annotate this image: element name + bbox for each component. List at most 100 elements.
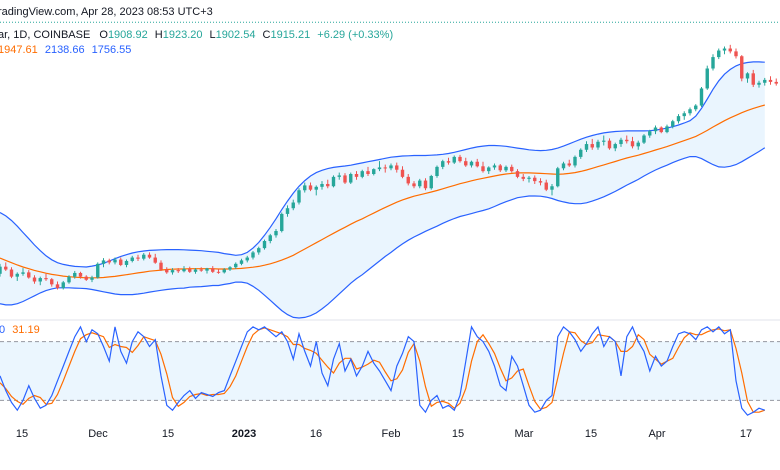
candle (291, 199, 295, 211)
candle-body (435, 166, 439, 176)
stoch-k-value: 0 (0, 324, 5, 336)
candle (297, 188, 301, 205)
candle-body (211, 268, 215, 272)
svg-text:0 31.19: 0 31.19 (0, 324, 40, 336)
stochastic-k-line (0, 325, 765, 416)
candle (676, 114, 681, 124)
candle (429, 174, 433, 190)
candle (331, 175, 336, 188)
candle-body (429, 175, 433, 189)
candle-body (38, 278, 42, 282)
candle (96, 262, 100, 279)
candle (740, 55, 744, 82)
candle-body (274, 231, 278, 236)
candle (239, 258, 244, 266)
candle-body (216, 271, 221, 273)
candle (498, 164, 502, 173)
candle-body (372, 169, 376, 174)
candle (774, 78, 778, 86)
stochastic-d-line (0, 327, 765, 413)
candle (659, 126, 663, 134)
time-axis[interactable]: 15 Dec 15 2023 16 Feb 15 Mar 15 Apr 17 (16, 428, 752, 440)
stochastic-pane[interactable] (0, 325, 780, 416)
candle-body (170, 270, 175, 273)
candle (0, 263, 2, 277)
candle (475, 158, 479, 168)
candle-body (504, 166, 508, 171)
stochastic-band-fill (0, 341, 780, 401)
candle-body (182, 268, 186, 272)
ohlc-close-value: 1915.21 (270, 29, 310, 41)
x-tick-label: 15 (16, 428, 28, 440)
candle-body (406, 176, 410, 184)
candle (648, 129, 652, 138)
candle-body (44, 278, 48, 280)
candle-body (101, 260, 106, 264)
candle (124, 259, 129, 268)
candle (199, 267, 203, 272)
ohlc-high-value: 1923.20 (163, 29, 203, 41)
candle-body (113, 259, 117, 263)
candle-body (619, 139, 623, 145)
candle (527, 175, 531, 183)
x-tick-label: 2023 (232, 428, 256, 440)
candle-body (239, 260, 244, 264)
candle-body (705, 68, 709, 89)
candle-body (61, 282, 65, 289)
candle (383, 164, 387, 173)
x-tick-label: Feb (382, 428, 401, 440)
candle (613, 142, 617, 152)
x-tick-label: Dec (88, 428, 108, 440)
candle-body (665, 126, 669, 133)
candle (228, 266, 232, 271)
candle-body (653, 127, 658, 132)
price-pane[interactable] (0, 21, 780, 319)
candle (688, 107, 692, 116)
candle (412, 181, 416, 189)
candle (136, 254, 140, 261)
bb-basis-value: 1947.61 (0, 44, 38, 56)
candle-body (188, 268, 192, 272)
candle-body (452, 156, 456, 163)
candle (349, 172, 353, 184)
x-tick-label: 17 (740, 428, 752, 440)
candle-body (193, 269, 198, 272)
candle-body (0, 266, 2, 274)
candle-body (32, 277, 37, 282)
candle (556, 166, 560, 188)
candle (113, 257, 117, 265)
candle (395, 162, 399, 173)
candle-body (751, 73, 755, 85)
candle (377, 161, 382, 172)
candle (579, 148, 583, 159)
candle (504, 165, 508, 173)
candle (101, 258, 106, 268)
candle (182, 266, 186, 273)
candle-body (314, 186, 318, 190)
candle-body (642, 135, 646, 143)
candle (84, 275, 88, 281)
candle-body (423, 180, 428, 189)
candle-body (67, 276, 71, 283)
candle-body (676, 116, 681, 122)
x-tick-label: Apr (648, 428, 665, 440)
x-tick-label: 15 (452, 428, 464, 440)
candle (147, 252, 152, 259)
candle (550, 183, 554, 196)
candle-body (556, 168, 560, 187)
bollinger-upper-line (0, 61, 765, 268)
candle-body (625, 139, 629, 142)
candle (763, 77, 767, 86)
candle (619, 137, 623, 147)
candle (170, 268, 175, 275)
candle-body (481, 166, 485, 172)
candle-body (130, 257, 134, 261)
candle-body (377, 167, 382, 170)
candle-body (694, 105, 698, 110)
candle (757, 80, 761, 88)
candle (682, 111, 686, 120)
candle (234, 262, 238, 269)
candle-body (636, 142, 640, 147)
candle (705, 65, 709, 90)
candle (205, 267, 209, 274)
